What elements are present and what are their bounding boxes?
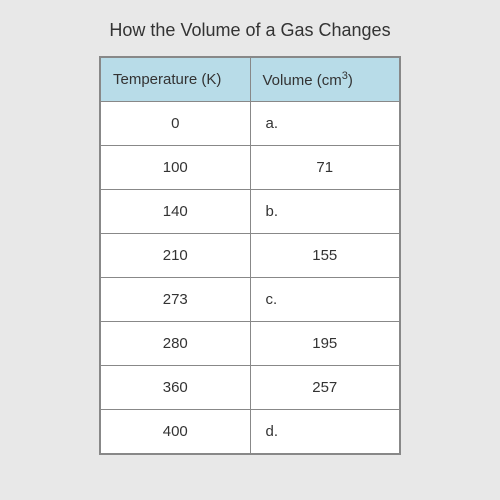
vol-cell: 195 <box>250 322 400 366</box>
table-row: 280 195 <box>101 322 400 366</box>
gas-volume-table: Temperature (K) Volume (cm3) 0 a. 100 71… <box>100 57 400 454</box>
temp-cell: 0 <box>101 102 251 146</box>
temp-cell: 273 <box>101 278 251 322</box>
table-body: 0 a. 100 71 140 b. 210 155 273 c. 280 19… <box>101 102 400 454</box>
vol-cell: 155 <box>250 234 400 278</box>
table-row: 0 a. <box>101 102 400 146</box>
col-header-temperature: Temperature (K) <box>101 58 251 102</box>
table-row: 100 71 <box>101 146 400 190</box>
vol-cell: 257 <box>250 366 400 410</box>
table-title: How the Volume of a Gas Changes <box>109 20 390 41</box>
table-row: 400 d. <box>101 410 400 454</box>
temp-cell: 210 <box>101 234 251 278</box>
temp-cell: 400 <box>101 410 251 454</box>
temp-cell: 280 <box>101 322 251 366</box>
temp-cell: 360 <box>101 366 251 410</box>
vol-cell: b. <box>250 190 400 234</box>
vol-cell: c. <box>250 278 400 322</box>
table-row: 360 257 <box>101 366 400 410</box>
table-row: 210 155 <box>101 234 400 278</box>
gas-volume-table-container: Temperature (K) Volume (cm3) 0 a. 100 71… <box>99 56 401 455</box>
table-row: 273 c. <box>101 278 400 322</box>
table-header-row: Temperature (K) Volume (cm3) <box>101 58 400 102</box>
vol-cell: a. <box>250 102 400 146</box>
vol-cell: d. <box>250 410 400 454</box>
temp-cell: 140 <box>101 190 251 234</box>
vol-cell: 71 <box>250 146 400 190</box>
table-row: 140 b. <box>101 190 400 234</box>
col-header-volume: Volume (cm3) <box>250 58 400 102</box>
temp-cell: 100 <box>101 146 251 190</box>
